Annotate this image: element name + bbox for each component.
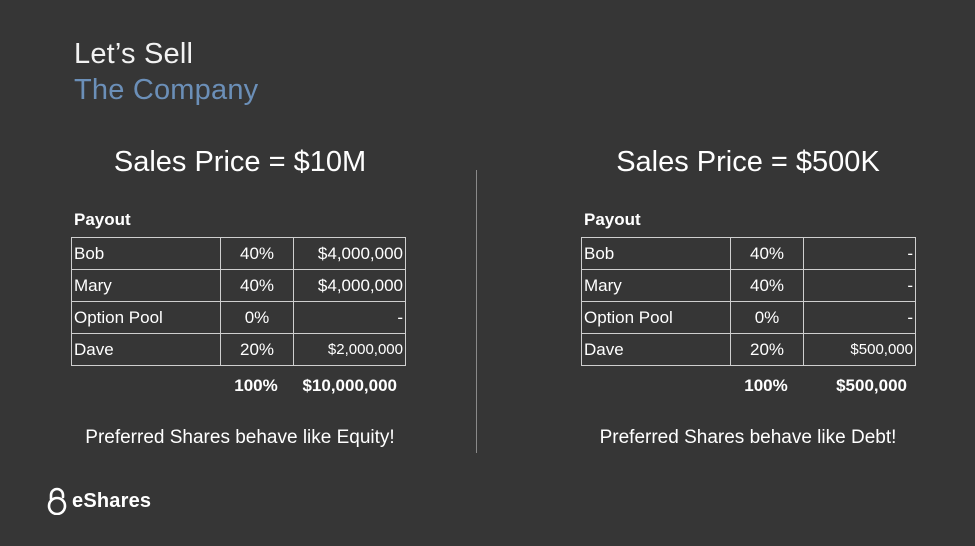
payout-amount: -: [803, 237, 916, 270]
title-line-1: Let’s Sell: [74, 38, 194, 70]
scenario-10m-panel: Sales Price = $10M Payout Bob 40% $4,000…: [40, 0, 440, 546]
table-row: Option Pool 0% -: [71, 301, 406, 334]
payout-amount: $500,000: [803, 333, 916, 366]
ownership-percent: 40%: [220, 269, 294, 302]
shareholder-name: Option Pool: [581, 301, 731, 334]
ownership-percent: 20%: [730, 333, 804, 366]
table-row: Mary 40% $4,000,000: [71, 269, 406, 302]
payout-label: Payout: [74, 210, 131, 229]
payout-amount: $2,000,000: [293, 333, 406, 366]
payout-table: Bob 40% - Mary 40% - Option Pool 0% - Da…: [581, 237, 916, 366]
shareholder-name: Option Pool: [71, 301, 221, 334]
payout-label: Payout: [584, 210, 641, 229]
equity-caption: Preferred Shares behave like Equity!: [85, 427, 395, 448]
shareholder-name: Mary: [71, 269, 221, 302]
payout-amount: -: [803, 269, 916, 302]
payout-table: Bob 40% $4,000,000 Mary 40% $4,000,000 O…: [71, 237, 406, 366]
total-percent: 100%: [234, 376, 278, 395]
sales-price-heading: Sales Price = $10M: [113, 146, 367, 178]
payout-amount: $4,000,000: [293, 237, 406, 270]
shareholder-name: Dave: [71, 333, 221, 366]
sales-price-heading: Sales Price = $500K: [616, 146, 880, 178]
payout-amount: $4,000,000: [293, 269, 406, 302]
total-amount: $10,000,000: [302, 376, 397, 395]
total-amount: $500,000: [836, 376, 907, 395]
ownership-percent: 40%: [730, 237, 804, 270]
eshares-logo: eShares: [46, 487, 151, 515]
ownership-percent: 40%: [220, 237, 294, 270]
logo-text: eShares: [72, 489, 152, 512]
table-row: Dave 20% $2,000,000: [71, 333, 406, 366]
ownership-percent: 20%: [220, 333, 294, 366]
payout-amount: -: [293, 301, 406, 334]
shareholder-name: Bob: [71, 237, 221, 270]
ownership-percent: 40%: [730, 269, 804, 302]
table-row: Bob 40% -: [581, 237, 916, 270]
shareholder-name: Dave: [581, 333, 731, 366]
shareholder-name: Mary: [581, 269, 731, 302]
total-percent: 100%: [744, 376, 788, 395]
table-row: Dave 20% $500,000: [581, 333, 916, 366]
title-line-2: The Company: [74, 74, 259, 106]
debt-caption: Preferred Shares behave like Debt!: [599, 427, 897, 448]
payout-amount: -: [803, 301, 916, 334]
lock-icon: [46, 487, 68, 515]
shareholder-name: Bob: [581, 237, 731, 270]
scenario-500k-panel: Sales Price = $500K Payout Bob 40% - Mar…: [548, 0, 948, 546]
ownership-percent: 0%: [220, 301, 294, 334]
table-row: Bob 40% $4,000,000: [71, 237, 406, 270]
table-row: Option Pool 0% -: [581, 301, 916, 334]
center-divider: [476, 170, 477, 453]
table-row: Mary 40% -: [581, 269, 916, 302]
ownership-percent: 0%: [730, 301, 804, 334]
